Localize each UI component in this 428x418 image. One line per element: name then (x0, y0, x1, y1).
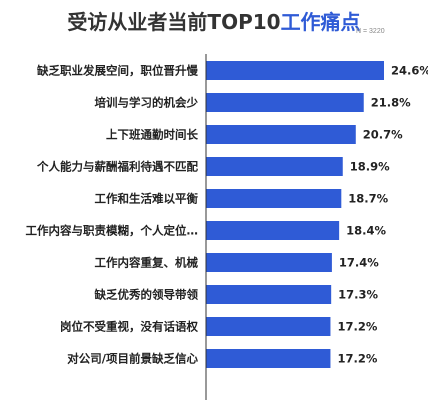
category-label: 工作内容重复、机械 (95, 256, 199, 270)
bar (206, 221, 340, 240)
category-label: 培训与学习的机会少 (95, 96, 199, 110)
sample-size-note: N = 3220 (356, 28, 385, 35)
category-label: 对公司/项目前景缺乏信心 (67, 352, 198, 366)
category-label: 缺乏优秀的领导带领 (94, 288, 199, 302)
data-label: 20.7% (363, 128, 403, 142)
bar (206, 93, 364, 112)
chart-title-accent: 工作痛点 (280, 10, 361, 34)
data-label: 17.3% (338, 288, 378, 302)
data-label: 24.6% (391, 64, 428, 78)
bar (206, 285, 332, 304)
chart-title: 受访从业者当前TOP10工作痛点 (0, 6, 428, 35)
category-label: 缺乏职业发展空间，职位晋升慢 (36, 64, 198, 78)
data-label: 18.7% (348, 192, 388, 206)
chart-title-main: 受访从业者当前TOP10 (67, 10, 281, 34)
bar (206, 189, 342, 208)
data-label: 17.2% (337, 352, 377, 366)
bar (206, 317, 331, 336)
bar (206, 61, 384, 80)
data-label: 17.2% (337, 320, 377, 334)
category-label: 工作和生活难以平衡 (95, 192, 199, 206)
category-label: 工作内容与职责模糊，个人定位… (26, 224, 199, 238)
bar (206, 157, 343, 176)
category-label: 个人能力与薪酬福利待遇不匹配 (36, 160, 198, 174)
category-label: 岗位不受重视，没有话语权 (60, 320, 198, 334)
bar (206, 125, 356, 144)
data-label: 17.4% (339, 256, 379, 270)
data-label: 21.8% (371, 96, 411, 110)
data-label: 18.4% (346, 224, 386, 238)
bar (206, 349, 331, 368)
bar (206, 253, 332, 272)
data-label: 18.9% (350, 160, 390, 174)
category-label: 上下班通勤时间长 (106, 128, 198, 142)
